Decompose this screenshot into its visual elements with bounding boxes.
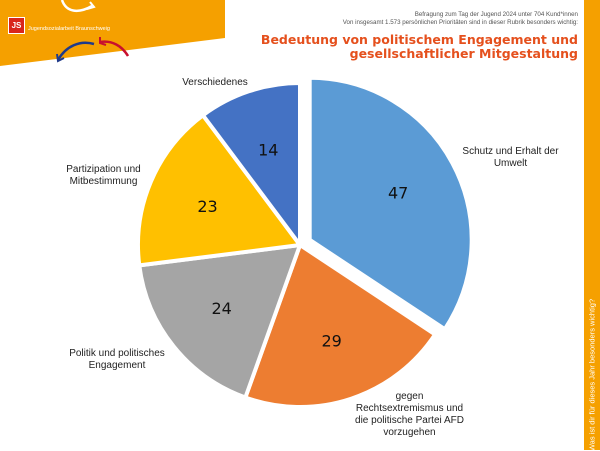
slice-category-label-line: Verschiedenes	[182, 77, 248, 88]
chart-title-line2: gesellschaftlicher Mitgestaltung	[349, 46, 578, 61]
slice-value-label: 24	[211, 299, 231, 318]
survey-info: Befragung zum Tag der Jugend 2024 unter …	[414, 11, 578, 18]
slice-category-label-line: Schutz und Erhalt der	[462, 146, 559, 157]
red-arrow-icon	[99, 40, 130, 57]
slice-category-label: Partizipation und Mitbestimmung	[46, 164, 161, 188]
slice-category-label-line: Engagement	[88, 360, 146, 371]
pie-slice	[137, 243, 302, 400]
survey-subinfo: Von insgesamt 1.573 persönlichen Priorit…	[342, 19, 578, 26]
slice-category-label-line: vorzugehen	[383, 427, 436, 438]
slice-category-label-line: gegen	[395, 391, 424, 402]
blue-arrow-icon	[56, 41, 95, 61]
slice-category-label-line: Partizipation und	[66, 164, 141, 175]
slice-value-label: 14	[258, 141, 278, 160]
slice-category-label-line: die politische Partei AFD	[355, 415, 464, 426]
slice-value-label: 23	[197, 197, 217, 216]
logo-background	[0, 0, 225, 66]
slice-category-label-line: Rechtsextremismus und	[355, 403, 464, 414]
slice-category-label-line: Politik und politisches	[69, 348, 165, 359]
pie-slice	[136, 113, 302, 268]
side-bar	[584, 0, 600, 450]
logo-mark: JS	[8, 17, 25, 34]
pie-slice	[243, 243, 438, 409]
pie-slice	[307, 75, 474, 332]
slice-category-label: gegen Rechtsextremismus und die politische…	[342, 391, 477, 439]
slice-value-label: 47	[388, 183, 408, 202]
slice-category-label: Verschiedenes	[160, 77, 270, 89]
slice-category-label: Politik und politisches Engagement	[52, 348, 182, 372]
slice-category-label-line: Umwelt	[493, 158, 528, 169]
slice-value-label: 29	[322, 331, 342, 350]
slice-category-label-line: Mitbestimmung	[69, 176, 138, 187]
pie-slice	[200, 81, 302, 247]
chart-title-line1: Bedeutung von politischem Engagement und	[260, 32, 578, 47]
logo-banner: JS Jugendsozialarbeit Braunschweig	[0, 0, 225, 70]
logo-text: Jugendsozialarbeit Braunschweig	[28, 26, 110, 32]
slice-category-label: Schutz und Erhalt der Umwelt	[448, 146, 573, 170]
